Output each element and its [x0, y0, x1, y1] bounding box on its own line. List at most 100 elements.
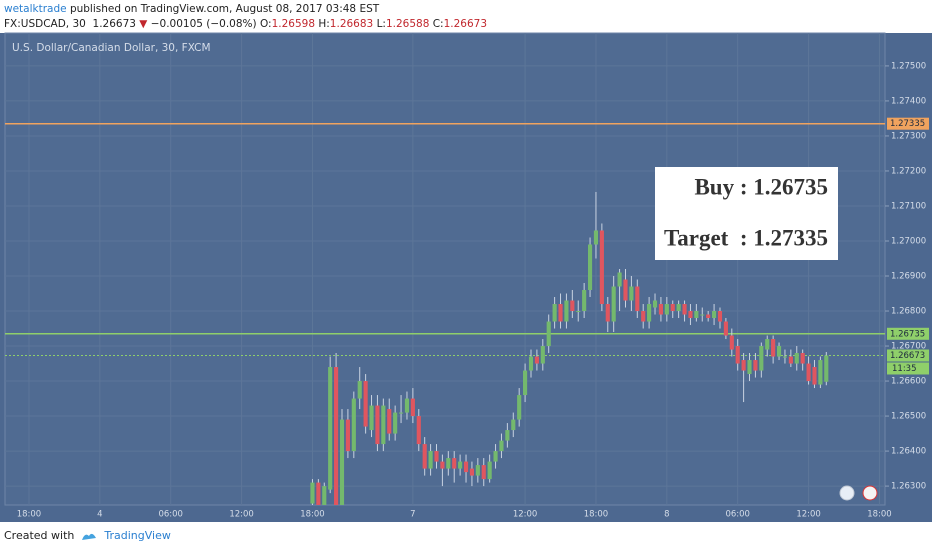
h: 1.26683: [329, 18, 374, 30]
created-with: Created with: [4, 529, 75, 542]
o: 1.26598: [271, 18, 316, 30]
y-tick-label: 1.27100: [891, 201, 926, 211]
price-label-box: [887, 349, 929, 362]
candles: [310, 191, 829, 505]
candle-body: [369, 405, 374, 431]
candle-body: [339, 419, 345, 505]
publisher[interactable]: wetalktrade: [4, 3, 67, 15]
candle-body: [599, 230, 604, 305]
candle-body: [351, 398, 356, 452]
candle-body: [334, 367, 339, 505]
candle-body: [676, 304, 681, 312]
ca-flag-icon[interactable]: [862, 485, 878, 501]
candle-body: [694, 311, 699, 319]
candle-body: [635, 286, 640, 312]
y-tick-label: 1.26600: [891, 377, 926, 387]
candle-body: [747, 360, 752, 375]
candle-body: [481, 465, 486, 480]
footer: Created with TradingView: [4, 529, 171, 542]
candle-body: [469, 468, 474, 476]
y-tick-label: 1.27200: [891, 166, 926, 176]
candle-body: [558, 304, 563, 322]
candle-body: [794, 353, 799, 364]
axes: 1.26300 1.26400 1.26500 1.26600 1.26700 1.268…: [17, 61, 929, 520]
y-tick-label: 1.27300: [891, 131, 926, 141]
chart: 1.26300 1.26400 1.26500 1.26600 1.26700 1.268…: [0, 32, 932, 522]
candle-body: [818, 360, 823, 385]
candle-body: [717, 311, 723, 322]
publish-line: wetalktrade published on TradingView.com…: [4, 3, 379, 15]
last: 1.26673: [92, 18, 136, 30]
candle-body: [605, 304, 610, 322]
brand[interactable]: TradingView: [104, 529, 171, 542]
y-tick-label: 1.27400: [891, 96, 926, 106]
candle-body: [587, 244, 593, 291]
candle-body: [540, 346, 545, 364]
o-label: O:: [259, 18, 272, 30]
y-tick-label: 1.26700: [891, 342, 926, 352]
candle-body: [440, 461, 445, 469]
candle-body: [534, 356, 539, 364]
candle-body: [658, 304, 663, 315]
candle-body: [706, 314, 711, 319]
y-tick-label: 1.26400: [891, 447, 926, 457]
candle-body: [723, 321, 728, 336]
x-tick-label: 8: [664, 510, 669, 520]
price-label: 1.26673: [890, 351, 925, 361]
x-tick-label: 18:00: [300, 510, 325, 520]
candle-body: [310, 482, 315, 504]
candle-body: [528, 356, 534, 371]
annotation: Target : 1.27335: [664, 225, 828, 250]
l: 1.26588: [385, 18, 430, 30]
candle-body: [475, 465, 480, 476]
candle-body: [552, 304, 557, 322]
y-tick-label: 1.26900: [891, 272, 926, 282]
plot-area: [4, 32, 886, 506]
candle-body: [458, 461, 463, 469]
logo: [82, 533, 97, 540]
candle-body: [493, 451, 498, 462]
candle-body: [824, 355, 829, 382]
candle-body: [546, 321, 551, 347]
change: −0.00105 (−0.08%): [150, 18, 257, 30]
candle-body: [688, 311, 693, 319]
x-tick-label: 12:00: [796, 510, 821, 520]
y-tick-label: 1.27000: [891, 236, 926, 246]
candle-body: [652, 300, 658, 308]
candle-body: [523, 370, 528, 396]
us-flag-icon[interactable]: [839, 485, 855, 501]
candle-body: [505, 430, 510, 441]
candle-body: [753, 360, 758, 371]
candle-body: [593, 230, 599, 245]
candle-body: [357, 381, 362, 399]
published: published on TradingView.com, August 08,…: [69, 3, 380, 15]
candle-body: [434, 451, 439, 462]
candle-body: [670, 304, 675, 312]
candle-body: [629, 286, 634, 301]
annotation: Buy : 1.26735: [694, 174, 828, 199]
candle-body: [806, 363, 811, 382]
candle-body: [404, 398, 410, 413]
l-label: L:: [376, 18, 386, 30]
x-tick-label: 06:00: [725, 510, 750, 520]
candle-body: [735, 346, 740, 364]
candle-body: [641, 311, 646, 322]
countdown: 11:35: [892, 364, 917, 374]
candle-body: [800, 353, 805, 364]
candle-body: [611, 286, 616, 322]
candle-body: [416, 416, 421, 445]
ohlc-line: FX:USDCAD, 30 1.26673 ▼ −0.00105 (−0.08%…: [4, 18, 487, 30]
symbol: FX:USDCAD, 30: [4, 18, 86, 30]
candle-body: [700, 314, 705, 316]
price-label: 1.26735: [890, 329, 925, 339]
candle-body: [564, 300, 569, 322]
candle-body: [345, 419, 350, 452]
candle-body: [765, 339, 770, 350]
c-label: C:: [432, 18, 444, 30]
candle-body: [617, 272, 622, 287]
candle-body: [682, 304, 687, 315]
candle-body: [729, 335, 734, 350]
c: 1.26673: [443, 18, 488, 30]
h-label: H:: [318, 18, 330, 30]
candle-body: [576, 311, 581, 313]
